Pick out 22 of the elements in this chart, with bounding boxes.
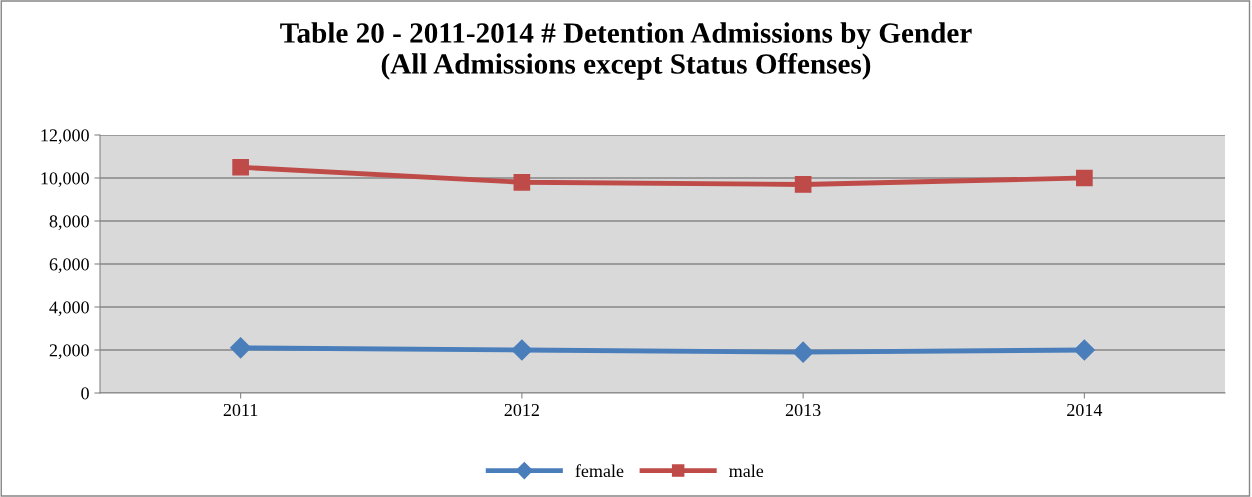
y-tick-label: 2,000 (49, 344, 89, 360)
x-tick-label: 2011 (223, 403, 258, 417)
point (232, 158, 249, 176)
y-tick-label: 4,000 (49, 301, 89, 317)
point (792, 341, 814, 363)
chart-title: Table 20 - 2011-2014 # Detention Admissions by Gender (All Admissions except Status Offenses) (280, 22, 972, 80)
y-tick-label: 12,000 (41, 129, 89, 145)
point (794, 176, 812, 193)
y-tick-label: 10,000 (41, 172, 89, 188)
point (513, 173, 531, 191)
point (1076, 169, 1093, 187)
y-tick-label: 6,000 (49, 258, 89, 274)
x-tick-label: 2012 (504, 403, 539, 417)
y-tick-label: 0 (81, 387, 89, 400)
point (1073, 339, 1095, 361)
point (230, 337, 252, 359)
x-tick-label: 2013 (785, 403, 821, 417)
point (511, 339, 533, 361)
y-tick-label: 8,000 (49, 215, 89, 231)
legend-label: male (729, 464, 764, 478)
legend-label: female (575, 464, 624, 478)
x-tick-label: 2014 (1067, 403, 1103, 417)
